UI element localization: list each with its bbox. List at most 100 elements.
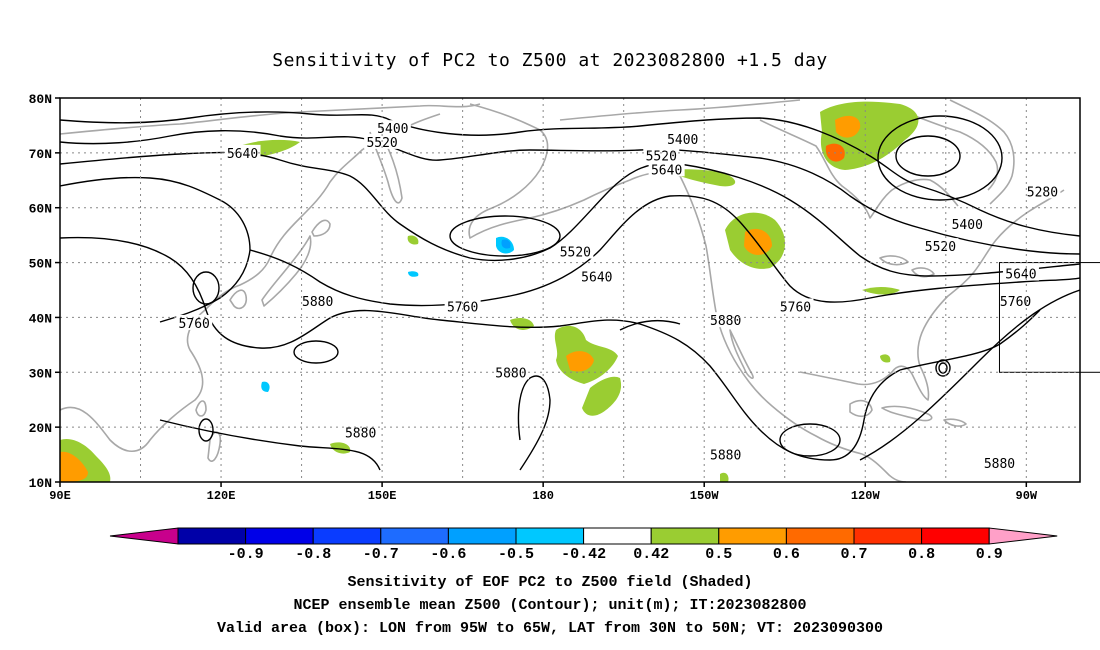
colorbar-segment	[921, 527, 990, 545]
x-axis-ticks: 90E120E150E180150W120W90W60W	[49, 482, 1038, 503]
contour-label: 5880	[345, 427, 376, 442]
sensitivity-patch	[407, 235, 419, 245]
sensitivity-patch	[835, 115, 861, 138]
contour-label: 5520	[560, 246, 591, 261]
contour-label-bg	[949, 216, 986, 232]
contour-label: 5760	[1000, 295, 1031, 310]
contour-label: 5280	[1027, 185, 1058, 200]
colorbar-label: -0.5	[498, 546, 534, 563]
contour-label: 5640	[581, 270, 612, 285]
colorbar-segment	[718, 527, 787, 545]
contour-label-bg	[176, 314, 213, 330]
x-tick-label: 120W	[851, 489, 881, 503]
contour-label-bg	[707, 446, 744, 462]
colorbar-segment	[177, 527, 247, 545]
colorbar-segment	[447, 527, 517, 545]
contour-label: 5520	[366, 136, 397, 151]
colorbar-label: 0.8	[908, 546, 935, 563]
contour-label: 5520	[646, 150, 677, 165]
map-title: Sensitivity of PC2 to Z500 at 2023082800…	[272, 50, 828, 71]
y-tick-label: 80N	[29, 92, 52, 107]
contour-label: 5640	[227, 147, 258, 162]
contour-label: 5880	[710, 314, 741, 329]
colorbar-segment	[380, 527, 449, 545]
colorbar-label: 0.9	[976, 546, 1003, 563]
y-axis-ticks: 10N 20N 30N 40N 50N 60N 70N 80N	[29, 92, 60, 491]
colorbar-segment	[515, 527, 585, 545]
x-tick-label: 90E	[49, 489, 71, 503]
x-tick-label: 180	[532, 489, 554, 503]
contour-label-bg	[981, 454, 1018, 470]
colorbar-label: 0.5	[705, 546, 732, 563]
colorbar: -0.9 -0.8 -0.7 -0.6 -0.5 -0.42 0.42 0.5 0.6 0.7 0.…	[109, 527, 1058, 563]
sensitivity-shading	[60, 101, 919, 482]
y-tick-label: 20N	[29, 421, 52, 436]
sensitivity-patch	[582, 376, 622, 416]
contour-label-bg	[342, 424, 379, 440]
contour-label: 5760	[179, 317, 210, 332]
colorbar-segment	[853, 527, 923, 545]
contour-label: 5880	[302, 295, 333, 310]
sensitivity-patch	[60, 451, 88, 482]
contour-label: 5400	[667, 133, 698, 148]
contour-label-bg	[224, 144, 261, 160]
caption-shaded: Sensitivity of EOF PC2 to Z500 field (Sh…	[347, 574, 753, 591]
contour-label: 5520	[925, 240, 956, 255]
sensitivity-patch	[880, 354, 891, 363]
contour-label: 5400	[952, 218, 983, 233]
sensitivity-patch	[720, 472, 729, 482]
sensitivity-patch	[408, 271, 419, 277]
y-tick-label: 50N	[29, 257, 52, 272]
sensitivity-patch	[862, 287, 900, 295]
contour-label: 5880	[710, 449, 741, 464]
contour-label-bg	[578, 268, 615, 284]
caption-valid-area: Valid area (box): LON from 95W to 65W, L…	[216, 620, 884, 637]
contour-label-bg	[299, 292, 336, 308]
y-tick-label: 40N	[29, 311, 52, 326]
y-tick-label: 70N	[29, 147, 52, 162]
colorbar-segment	[785, 527, 855, 545]
contour-label: 5640	[651, 163, 682, 178]
y-tick-label: 10N	[29, 476, 52, 491]
x-tick-label: 120E	[207, 489, 236, 503]
lat-lon-grid	[60, 98, 1080, 482]
contour-label: 5880	[984, 457, 1015, 472]
contour-label-bg	[997, 292, 1034, 308]
contour-label: 5760	[447, 300, 478, 315]
colorbar-label: -0.8	[295, 546, 331, 563]
contour-label-bg	[922, 238, 959, 254]
contour-label-bg	[374, 120, 411, 136]
colorbar-segment	[650, 527, 720, 545]
contour-label-bg	[777, 298, 814, 314]
colorbar-segment	[583, 527, 652, 545]
colorbar-label: 0.42	[633, 546, 669, 563]
y-tick-label: 60N	[29, 202, 52, 217]
colorbar-label: 0.7	[840, 546, 867, 563]
sensitivity-patch	[510, 318, 534, 330]
contour-label-bg	[1024, 183, 1061, 199]
x-tick-label: 150W	[690, 489, 720, 503]
colorbar-label: -0.9	[228, 546, 264, 563]
colorbar-label: -0.7	[363, 546, 399, 563]
colorbar-high-triangle	[988, 527, 1058, 545]
contour-label: 5640	[1005, 268, 1036, 283]
contour-label-bg	[557, 243, 594, 259]
colorbar-segment	[312, 527, 382, 545]
colorbar-label: -0.42	[561, 546, 606, 563]
contour-label-bg	[643, 147, 680, 163]
sensitivity-patch	[566, 351, 594, 372]
sensitivity-patch	[330, 442, 351, 454]
colorbar-segment	[245, 527, 314, 545]
caption-contour: NCEP ensemble mean Z500 (Contour); unit(…	[293, 597, 807, 614]
contour-label-bg	[707, 312, 744, 328]
plot-frame	[59, 97, 1081, 483]
sensitivity-patch	[501, 239, 511, 249]
colorbar-low-triangle	[109, 527, 179, 545]
contour-label-bg	[664, 131, 701, 147]
contour-label: 5400	[377, 122, 408, 137]
colorbar-label: 0.6	[773, 546, 800, 563]
z500-contours	[60, 111, 1080, 471]
contour-label: 5880	[495, 366, 526, 381]
